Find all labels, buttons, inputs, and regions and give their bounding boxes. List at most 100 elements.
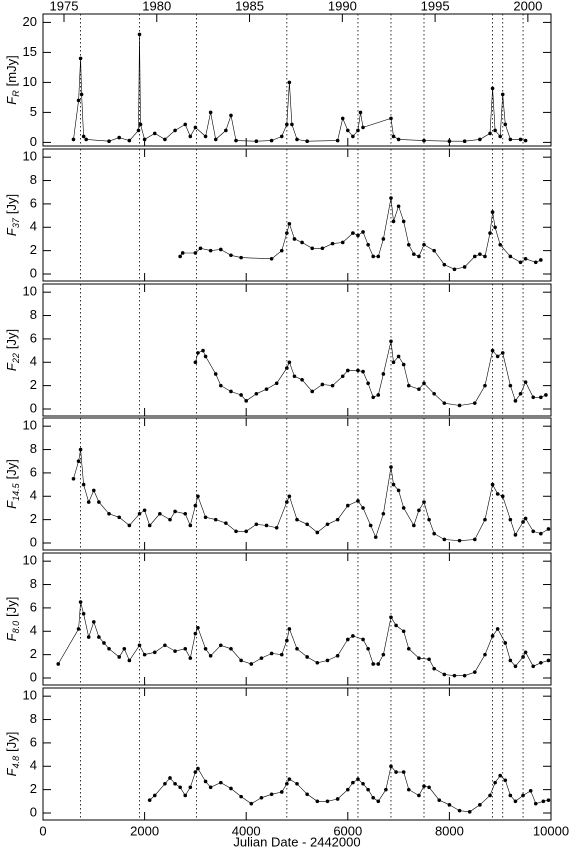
data-point bbox=[452, 673, 457, 678]
data-point bbox=[287, 627, 292, 631]
data-point bbox=[488, 131, 492, 136]
y-tick-label: 10 bbox=[23, 149, 37, 164]
data-point bbox=[193, 770, 198, 774]
data-point bbox=[213, 517, 218, 522]
year-label: 1985 bbox=[235, 0, 264, 13]
data-point bbox=[203, 646, 208, 651]
data-point bbox=[287, 360, 292, 365]
data-point bbox=[376, 393, 381, 397]
data-point bbox=[315, 530, 320, 535]
data-point bbox=[292, 237, 297, 241]
data-point bbox=[401, 629, 406, 634]
y-tick-label: 6 bbox=[30, 195, 37, 210]
data-point bbox=[285, 366, 289, 370]
y-label-symbol: F bbox=[4, 96, 19, 105]
year-label: 1995 bbox=[421, 0, 450, 13]
data-point bbox=[417, 793, 421, 798]
data-point bbox=[508, 254, 513, 259]
year-label: 2000 bbox=[513, 0, 542, 13]
data-point bbox=[462, 265, 467, 269]
data-point bbox=[147, 798, 152, 802]
data-point bbox=[229, 253, 233, 258]
y-axis-label: F4.8 [Jy] bbox=[4, 732, 21, 777]
data-point bbox=[244, 399, 248, 403]
data-point bbox=[523, 516, 528, 521]
data-point bbox=[163, 781, 167, 786]
y-tick-label: 10 bbox=[23, 418, 37, 433]
data-point bbox=[325, 799, 330, 804]
data-point bbox=[391, 219, 396, 224]
data-point bbox=[152, 650, 157, 655]
data-point bbox=[371, 662, 376, 666]
data-point bbox=[203, 134, 208, 139]
data-point bbox=[366, 381, 370, 386]
data-point bbox=[203, 515, 208, 520]
data-point bbox=[142, 508, 147, 513]
data-point bbox=[351, 634, 355, 638]
data-point bbox=[78, 600, 83, 604]
data-point bbox=[183, 646, 188, 651]
data-point bbox=[356, 368, 360, 373]
data-point bbox=[427, 785, 431, 790]
data-point bbox=[483, 254, 487, 259]
data-point bbox=[539, 661, 543, 665]
y-label-unit: [Jy] bbox=[4, 329, 19, 349]
data-point bbox=[86, 635, 91, 639]
data-point bbox=[188, 523, 193, 528]
data-point bbox=[193, 251, 198, 255]
y-label-subscript: 14.5 bbox=[11, 482, 21, 501]
data-point bbox=[244, 529, 248, 534]
data-point bbox=[56, 662, 61, 666]
data-point bbox=[325, 658, 330, 663]
data-point bbox=[249, 662, 254, 666]
data-point bbox=[254, 522, 259, 527]
data-point bbox=[389, 116, 393, 121]
y-label-symbol: F bbox=[4, 500, 19, 509]
data-point bbox=[183, 793, 188, 798]
data-point bbox=[208, 785, 213, 790]
data-point bbox=[493, 780, 497, 785]
data-point bbox=[340, 240, 345, 245]
y-tick-label: 6 bbox=[30, 330, 37, 345]
data-point bbox=[376, 662, 381, 666]
data-point bbox=[127, 523, 132, 528]
y-tick-label: 10 bbox=[23, 553, 37, 568]
y-tick-label: 0 bbox=[30, 400, 37, 415]
data-point bbox=[417, 387, 421, 391]
data-point bbox=[351, 134, 355, 139]
data-point bbox=[269, 651, 274, 656]
y-tick-label: 4 bbox=[30, 488, 37, 503]
data-point bbox=[391, 482, 396, 487]
data-point bbox=[295, 517, 299, 522]
data-point bbox=[483, 652, 487, 657]
data-point bbox=[117, 135, 121, 140]
data-point bbox=[447, 803, 452, 807]
y-tick-label: 4 bbox=[30, 354, 37, 369]
data-point bbox=[493, 128, 497, 133]
x-tick-label: 6000 bbox=[333, 823, 362, 838]
data-point bbox=[269, 138, 274, 143]
data-point bbox=[457, 538, 462, 543]
data-point bbox=[531, 664, 536, 669]
data-point bbox=[513, 533, 518, 537]
data-point bbox=[287, 80, 292, 85]
y-tick-label: 2 bbox=[30, 646, 37, 661]
data-point bbox=[346, 503, 350, 508]
data-point bbox=[508, 517, 513, 522]
data-point bbox=[224, 128, 228, 133]
data-point bbox=[503, 641, 508, 645]
y-tick-label: 20 bbox=[23, 14, 37, 29]
data-point bbox=[168, 517, 172, 522]
data-point bbox=[381, 237, 386, 241]
y-tick-label: 2 bbox=[30, 377, 37, 392]
data-point bbox=[442, 401, 447, 405]
light-curve bbox=[179, 198, 541, 270]
data-point bbox=[513, 799, 518, 804]
data-point bbox=[500, 351, 505, 355]
data-point bbox=[196, 494, 200, 499]
data-point bbox=[381, 511, 386, 516]
data-point bbox=[274, 526, 279, 530]
data-point bbox=[305, 655, 309, 659]
data-point bbox=[173, 781, 177, 786]
